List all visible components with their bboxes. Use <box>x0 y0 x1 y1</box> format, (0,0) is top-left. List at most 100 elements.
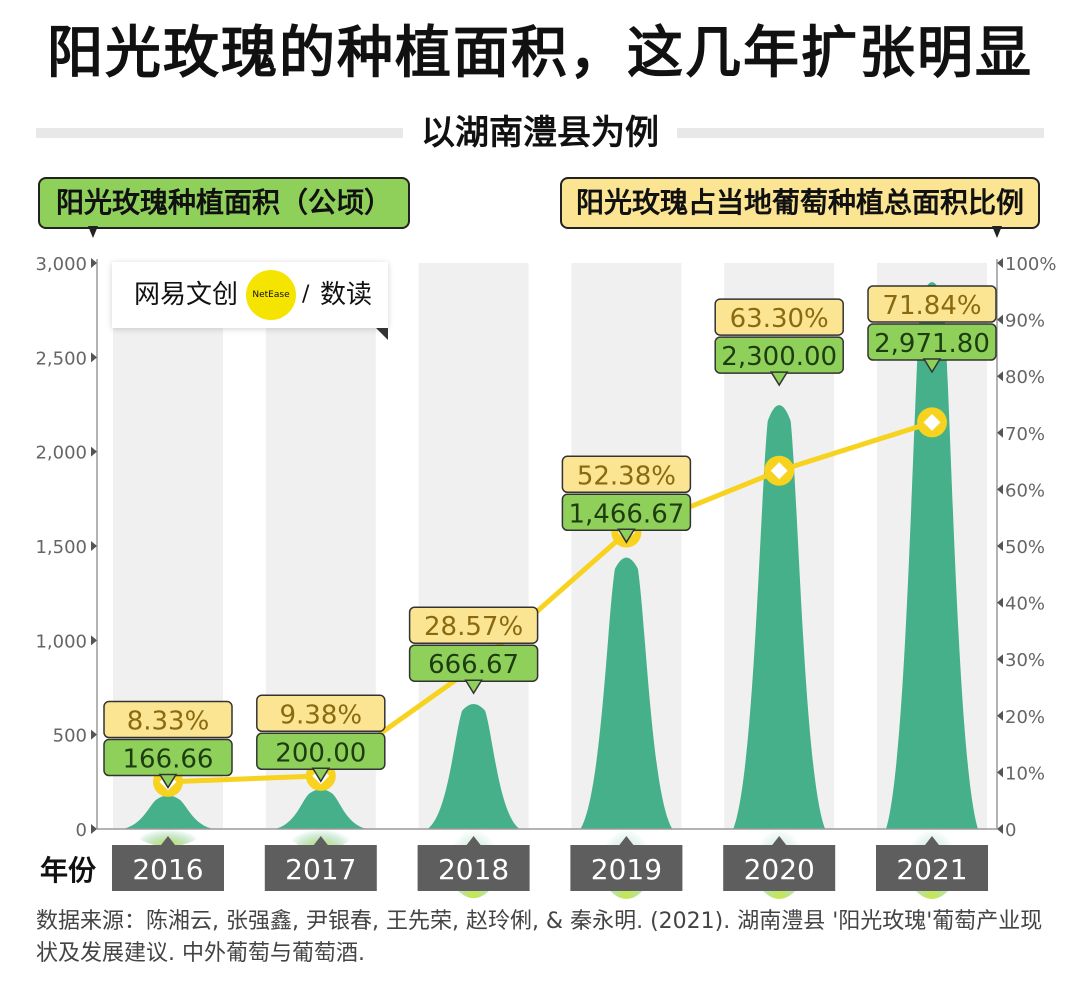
right-tick-marker <box>997 654 1003 665</box>
right-tick-label: 0 <box>1005 820 1016 841</box>
right-tick-label: 100% <box>1005 254 1056 275</box>
area-peak <box>733 405 826 829</box>
left-tick-marker <box>91 352 97 363</box>
right-tick-label: 20% <box>1005 707 1045 728</box>
value-label: 2,300.00 <box>721 342 837 372</box>
left-tick-label: 500 <box>53 726 87 747</box>
x-axis-title: 年份 <box>40 854 96 887</box>
left-tick-marker <box>91 446 97 457</box>
pct-label: 9.38% <box>279 700 362 730</box>
logo-corner-icon <box>376 328 388 340</box>
year-box-pointer <box>619 836 634 845</box>
pct-label-box <box>867 285 997 323</box>
right-tick-marker <box>997 541 1003 551</box>
year-box <box>570 845 683 891</box>
right-tick-marker <box>997 710 1003 721</box>
left-tick-marker <box>91 729 97 740</box>
left-tick-marker <box>91 541 97 551</box>
year-box <box>417 845 530 891</box>
year-box-pointer <box>925 836 939 845</box>
right-tick-marker <box>997 427 1003 438</box>
label-pointer <box>311 767 331 783</box>
pct-label: 8.33% <box>127 707 210 737</box>
left-tick-label: 1,500 <box>35 537 87 558</box>
label-pointer <box>617 528 636 544</box>
right-tick-label: 50% <box>1005 537 1045 558</box>
x-tick-label: 2016 <box>132 853 203 886</box>
year-box <box>723 845 836 891</box>
left-legend-pointer <box>88 226 98 238</box>
brand-logo: 网易文创 NetEase / 数读 <box>112 262 388 340</box>
right-tick-marker <box>997 484 1003 495</box>
logo-slash: / <box>302 282 310 307</box>
label-pointer <box>158 773 178 789</box>
right-tick-label: 60% <box>1005 480 1045 501</box>
pct-label-box <box>408 606 539 644</box>
year-box-pointer <box>466 836 481 845</box>
legend-line-series: 阳光玫瑰占当地葡萄种植总面积比例 <box>559 177 1040 229</box>
year-box <box>876 845 988 891</box>
x-tick-label: 2019 <box>591 853 662 886</box>
right-tick-label: 10% <box>1005 763 1045 784</box>
year-box <box>112 845 224 891</box>
source-note: 数据来源：陈湘云, 张强鑫, 尹银春, 王先荣, 赵玲俐, & 秦永明. (20… <box>36 909 1043 966</box>
chart-title: 阳光玫瑰的种植面积，这几年扩张明显 <box>47 21 1033 86</box>
right-tick-label: 90% <box>1005 311 1045 332</box>
logo-text-a: 网易文创 <box>134 280 239 310</box>
label-pointer <box>464 679 483 695</box>
subtitle-row: 以湖南澧县为例 <box>36 108 1044 158</box>
right-tick-marker <box>997 258 1003 268</box>
line-point-inner <box>770 462 788 480</box>
x-tick-label: 2021 <box>896 853 967 886</box>
subtitle-text: 以湖南澧县为例 <box>403 113 677 153</box>
pct-label-box <box>561 455 692 494</box>
area-peak <box>886 282 978 829</box>
right-tick-marker <box>997 824 1003 834</box>
line-point-inner <box>923 413 941 431</box>
pct-label: 71.84% <box>882 291 981 321</box>
right-tick-label: 30% <box>1005 650 1045 671</box>
right-tick-marker <box>997 597 1003 608</box>
value-label: 2,971.80 <box>874 329 990 359</box>
left-tick-label: 1,000 <box>35 631 87 652</box>
year-box-pointer <box>772 836 787 845</box>
logo-badge-icon: NetEase <box>246 270 296 320</box>
pct-label: 63.30% <box>730 304 829 334</box>
left-tick-label: 0 <box>76 820 87 841</box>
pct-label-box <box>714 298 844 336</box>
value-label: 200.00 <box>275 738 366 768</box>
right-tick-marker <box>997 314 1003 325</box>
right-tick-label: 80% <box>1005 367 1045 388</box>
left-tick-marker <box>91 635 97 646</box>
year-box <box>264 845 377 891</box>
right-legend-pointer <box>992 226 1002 238</box>
x-tick-label: 2018 <box>438 853 509 886</box>
pct-label: 52.38% <box>577 461 676 491</box>
left-tick-label: 2,500 <box>35 348 87 369</box>
line-series <box>167 420 933 785</box>
x-tick-label: 2017 <box>285 853 356 886</box>
value-label: 1,466.67 <box>569 499 685 529</box>
year-box-pointer <box>313 836 328 845</box>
pct-label-box <box>103 700 233 739</box>
right-tick-label: 40% <box>1005 594 1045 615</box>
value-label: 666.67 <box>428 650 519 680</box>
label-pointer <box>922 358 942 374</box>
left-tick-marker <box>91 258 97 268</box>
left-tick-marker <box>91 824 97 834</box>
value-label: 166.66 <box>123 745 214 775</box>
legend-area-series: 阳光玫瑰种植面积（公顷） <box>38 177 411 229</box>
area-peak <box>580 557 673 829</box>
pct-label-box <box>256 694 386 733</box>
year-box-pointer <box>161 836 175 845</box>
right-tick-label: 70% <box>1005 424 1045 445</box>
right-tick-marker <box>997 371 1003 382</box>
chart-subtitle: 以湖南澧县为例 <box>36 110 1044 156</box>
left-tick-label: 3,000 <box>35 254 87 275</box>
left-tick-label: 2,000 <box>35 443 87 464</box>
right-tick-marker <box>997 767 1003 778</box>
x-tick-label: 2020 <box>744 853 815 886</box>
logo-text-b: 数读 <box>320 280 373 310</box>
pct-label: 28.57% <box>424 612 523 642</box>
